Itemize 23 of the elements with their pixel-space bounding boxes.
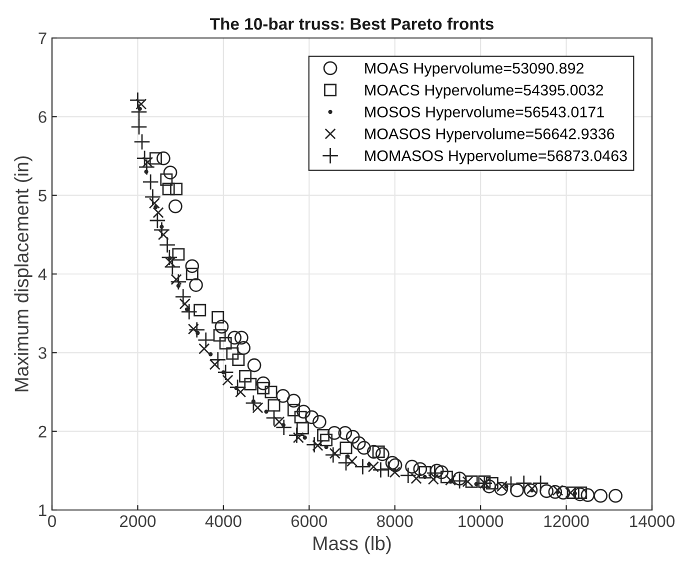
y-tick-label: 1: [39, 504, 46, 516]
legend-label: MOAS Hypervolume=53090.892: [365, 62, 584, 77]
y-tick-label: 4: [38, 268, 47, 280]
legend-label: MOACS Hypervolume=54395.0032: [365, 84, 604, 99]
y-tick-label: 3: [38, 347, 46, 359]
x-tick-label: 6000: [291, 515, 328, 528]
x-axis-title: Mass (lb): [314, 536, 391, 554]
x-tick-label: 2000: [120, 515, 156, 528]
x-tick-label: 0: [48, 515, 56, 528]
x-tick-label: 8000: [377, 515, 413, 528]
legend-label: MOSOS Hypervolume=56543.0171: [365, 106, 604, 120]
y-axis-title: Maximum displacement (in): [14, 156, 32, 392]
x-tick-label: 14000: [630, 515, 675, 528]
y-tick-label: 2: [38, 426, 46, 438]
y-tick-label: 7: [38, 32, 46, 44]
legend-label: MOASOS Hypervolume=56642.9336: [365, 128, 614, 142]
x-tick-label: 12000: [544, 515, 589, 528]
legend-label: MOMASOS Hypervolume=56873.0463: [365, 150, 627, 164]
chart-title: The 10-bar truss: Best Pareto fronts: [210, 18, 494, 30]
y-tick-label: 5: [38, 190, 46, 202]
x-tick-label: 4000: [205, 515, 242, 528]
x-tick-label: 10000: [458, 515, 504, 528]
y-tick-label: 6: [38, 111, 46, 123]
